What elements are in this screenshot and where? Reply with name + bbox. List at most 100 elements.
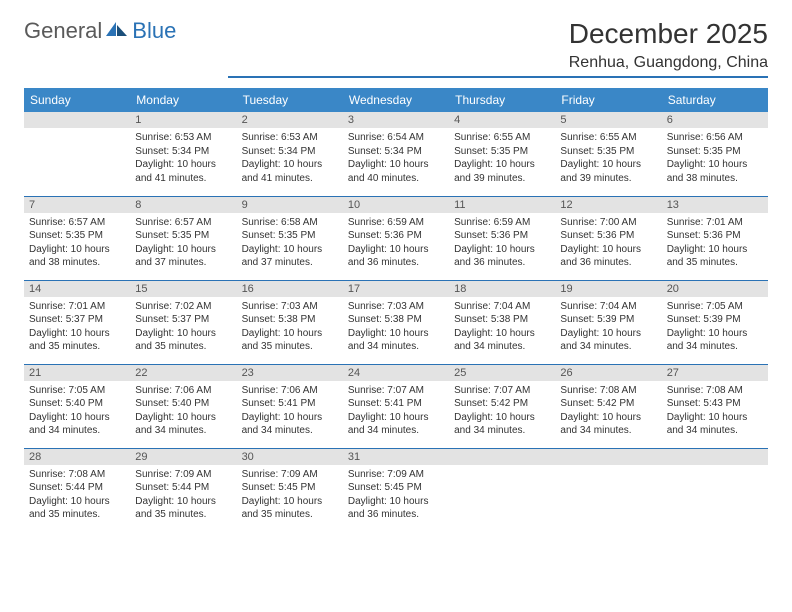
calendar-cell: 7Sunrise: 6:57 AMSunset: 5:35 PMDaylight… [24,196,130,280]
daylight-line: Daylight: 10 hours and 37 minutes. [135,243,231,270]
day-number: 25 [449,365,555,381]
calendar-cell: 22Sunrise: 7:06 AMSunset: 5:40 PMDayligh… [130,364,236,448]
day-number: 10 [343,197,449,213]
calendar-body: 1Sunrise: 6:53 AMSunset: 5:34 PMDaylight… [24,112,768,532]
calendar-cell: 1Sunrise: 6:53 AMSunset: 5:34 PMDaylight… [130,112,236,196]
calendar-cell: 28Sunrise: 7:08 AMSunset: 5:44 PMDayligh… [24,448,130,532]
sunrise-line: Sunrise: 7:01 AM [667,216,763,230]
day-details: Sunrise: 7:08 AMSunset: 5:43 PMDaylight:… [662,381,768,441]
day-number: 24 [343,365,449,381]
day-details: Sunrise: 7:05 AMSunset: 5:39 PMDaylight:… [662,297,768,357]
sunset-line: Sunset: 5:44 PM [29,481,125,495]
sunrise-line: Sunrise: 6:53 AM [242,131,338,145]
sunset-line: Sunset: 5:40 PM [135,397,231,411]
calendar-row: 28Sunrise: 7:08 AMSunset: 5:44 PMDayligh… [24,448,768,532]
calendar-cell: 18Sunrise: 7:04 AMSunset: 5:38 PMDayligh… [449,280,555,364]
calendar-cell: 27Sunrise: 7:08 AMSunset: 5:43 PMDayligh… [662,364,768,448]
calendar-cell: 23Sunrise: 7:06 AMSunset: 5:41 PMDayligh… [237,364,343,448]
sunset-line: Sunset: 5:35 PM [135,229,231,243]
day-details: Sunrise: 6:55 AMSunset: 5:35 PMDaylight:… [449,128,555,188]
day-number: 30 [237,449,343,465]
day-details: Sunrise: 6:54 AMSunset: 5:34 PMDaylight:… [343,128,449,188]
day-number: 12 [555,197,661,213]
day-number: 28 [24,449,130,465]
daylight-line: Daylight: 10 hours and 41 minutes. [135,158,231,185]
daylight-line: Daylight: 10 hours and 35 minutes. [135,495,231,522]
sunset-line: Sunset: 5:35 PM [242,229,338,243]
sunrise-line: Sunrise: 6:55 AM [454,131,550,145]
daylight-line: Daylight: 10 hours and 39 minutes. [454,158,550,185]
calendar-cell [555,448,661,532]
daylight-line: Daylight: 10 hours and 38 minutes. [667,158,763,185]
calendar-table: SundayMondayTuesdayWednesdayThursdayFrid… [24,88,768,532]
calendar-cell [662,448,768,532]
calendar-row: 21Sunrise: 7:05 AMSunset: 5:40 PMDayligh… [24,364,768,448]
day-details: Sunrise: 6:58 AMSunset: 5:35 PMDaylight:… [237,213,343,273]
day-details: Sunrise: 7:06 AMSunset: 5:40 PMDaylight:… [130,381,236,441]
calendar-cell: 5Sunrise: 6:55 AMSunset: 5:35 PMDaylight… [555,112,661,196]
sunset-line: Sunset: 5:37 PM [135,313,231,327]
logo-sail-icon [106,18,128,44]
sunset-line: Sunset: 5:39 PM [560,313,656,327]
day-details: Sunrise: 6:55 AMSunset: 5:35 PMDaylight:… [555,128,661,188]
daylight-line: Daylight: 10 hours and 35 minutes. [242,327,338,354]
day-number: 27 [662,365,768,381]
sunrise-line: Sunrise: 6:58 AM [242,216,338,230]
daylight-line: Daylight: 10 hours and 34 minutes. [242,411,338,438]
day-details: Sunrise: 7:04 AMSunset: 5:39 PMDaylight:… [555,297,661,357]
sunrise-line: Sunrise: 7:01 AM [29,300,125,314]
sunrise-line: Sunrise: 6:57 AM [135,216,231,230]
sunset-line: Sunset: 5:43 PM [667,397,763,411]
sunrise-line: Sunrise: 6:59 AM [348,216,444,230]
daylight-line: Daylight: 10 hours and 34 minutes. [135,411,231,438]
day-number: 1 [130,112,236,128]
sunset-line: Sunset: 5:44 PM [135,481,231,495]
brand-word-2: Blue [132,18,176,44]
sunrise-line: Sunrise: 7:06 AM [135,384,231,398]
day-details: Sunrise: 6:56 AMSunset: 5:35 PMDaylight:… [662,128,768,188]
day-number: 6 [662,112,768,128]
daylight-line: Daylight: 10 hours and 34 minutes. [348,411,444,438]
calendar-cell: 3Sunrise: 6:54 AMSunset: 5:34 PMDaylight… [343,112,449,196]
calendar-cell: 29Sunrise: 7:09 AMSunset: 5:44 PMDayligh… [130,448,236,532]
sunset-line: Sunset: 5:42 PM [454,397,550,411]
daylight-line: Daylight: 10 hours and 36 minutes. [560,243,656,270]
daylight-line: Daylight: 10 hours and 41 minutes. [242,158,338,185]
weekday-header: Monday [130,88,236,112]
sunrise-line: Sunrise: 7:07 AM [348,384,444,398]
calendar-page: General Blue December 2025 Renhua, Guang… [0,0,792,532]
calendar-cell: 10Sunrise: 6:59 AMSunset: 5:36 PMDayligh… [343,196,449,280]
daylight-line: Daylight: 10 hours and 34 minutes. [454,327,550,354]
sunrise-line: Sunrise: 6:57 AM [29,216,125,230]
day-number: 18 [449,281,555,297]
sunset-line: Sunset: 5:35 PM [29,229,125,243]
sunset-line: Sunset: 5:45 PM [348,481,444,495]
sunrise-line: Sunrise: 7:03 AM [242,300,338,314]
calendar-row: 14Sunrise: 7:01 AMSunset: 5:37 PMDayligh… [24,280,768,364]
calendar-cell: 26Sunrise: 7:08 AMSunset: 5:42 PMDayligh… [555,364,661,448]
day-details: Sunrise: 7:03 AMSunset: 5:38 PMDaylight:… [343,297,449,357]
day-details: Sunrise: 6:57 AMSunset: 5:35 PMDaylight:… [130,213,236,273]
calendar-cell: 4Sunrise: 6:55 AMSunset: 5:35 PMDaylight… [449,112,555,196]
sunset-line: Sunset: 5:34 PM [242,145,338,159]
daylight-line: Daylight: 10 hours and 34 minutes. [667,411,763,438]
weekday-header: Thursday [449,88,555,112]
day-details: Sunrise: 7:09 AMSunset: 5:44 PMDaylight:… [130,465,236,525]
day-number: 5 [555,112,661,128]
day-number: 29 [130,449,236,465]
location-text: Renhua, Guangdong, China [228,54,768,78]
sunset-line: Sunset: 5:40 PM [29,397,125,411]
sunrise-line: Sunrise: 6:55 AM [560,131,656,145]
calendar-cell: 12Sunrise: 7:00 AMSunset: 5:36 PMDayligh… [555,196,661,280]
weekday-header: Friday [555,88,661,112]
calendar-cell: 21Sunrise: 7:05 AMSunset: 5:40 PMDayligh… [24,364,130,448]
calendar-cell [449,448,555,532]
calendar-cell [24,112,130,196]
day-details: Sunrise: 7:05 AMSunset: 5:40 PMDaylight:… [24,381,130,441]
sunset-line: Sunset: 5:35 PM [560,145,656,159]
calendar-cell: 25Sunrise: 7:07 AMSunset: 5:42 PMDayligh… [449,364,555,448]
day-details: Sunrise: 7:08 AMSunset: 5:42 PMDaylight:… [555,381,661,441]
day-details: Sunrise: 7:06 AMSunset: 5:41 PMDaylight:… [237,381,343,441]
weekday-header: Wednesday [343,88,449,112]
calendar-row: 7Sunrise: 6:57 AMSunset: 5:35 PMDaylight… [24,196,768,280]
